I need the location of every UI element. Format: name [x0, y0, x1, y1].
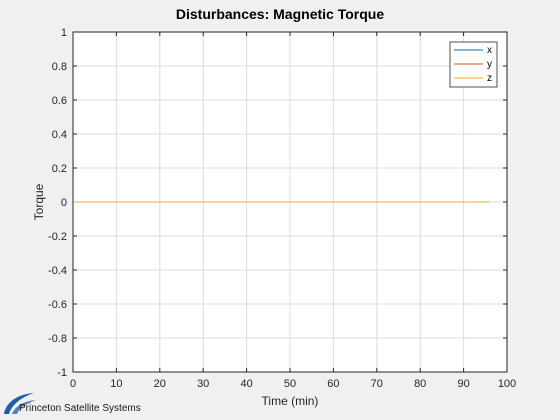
x-tick-label: 60 [327, 378, 339, 390]
x-tick-label: 70 [371, 378, 383, 390]
x-tick-label: 50 [284, 378, 296, 390]
chart-title: Disturbances: Magnetic Torque [176, 6, 384, 22]
y-tick-label: 0.6 [52, 95, 67, 107]
y-axis: -1 -0.8 -0.6 -0.4 -0.2 0 0.2 0.4 0.6 0.8 1 [48, 27, 507, 379]
x-tick-label: 20 [154, 378, 166, 390]
y-tick-label: 0.8 [52, 61, 67, 73]
x-tick-label: 10 [110, 378, 122, 390]
y-tick-label: -0.4 [48, 265, 67, 277]
y-axis-label: Torque [32, 183, 46, 220]
x-axis: 0 10 20 30 40 50 60 70 80 90 100 [70, 32, 516, 390]
y-tick-label: -0.2 [48, 231, 67, 243]
y-tick-label: 0 [61, 197, 67, 209]
x-tick-label: 90 [457, 378, 469, 390]
x-axis-label: Time (min) [262, 394, 319, 408]
x-tick-label: 30 [197, 378, 209, 390]
x-tick-label: 0 [70, 378, 76, 390]
brand-name: Princeton Satellite Systems [19, 403, 141, 414]
x-tick-label: 40 [240, 378, 252, 390]
legend: xyz [449, 41, 498, 88]
x-tick-label: 80 [414, 378, 426, 390]
swoosh-icon [4, 393, 34, 414]
legend-entry-z: z [487, 73, 492, 84]
y-tick-label: 0.4 [52, 129, 67, 141]
y-tick-label: -0.8 [48, 333, 67, 345]
y-tick-label: -1 [57, 367, 67, 379]
y-tick-label: 1 [61, 27, 67, 39]
legend-entry-x: x [487, 45, 492, 56]
axis-frame [72, 31, 508, 373]
legend-entry-y: y [487, 59, 492, 70]
x-tick-label: 100 [498, 378, 516, 390]
y-tick-label: -0.6 [48, 299, 67, 311]
brand-logo: Princeton Satellite Systems [4, 393, 141, 414]
y-tick-label: 0.2 [52, 163, 67, 175]
